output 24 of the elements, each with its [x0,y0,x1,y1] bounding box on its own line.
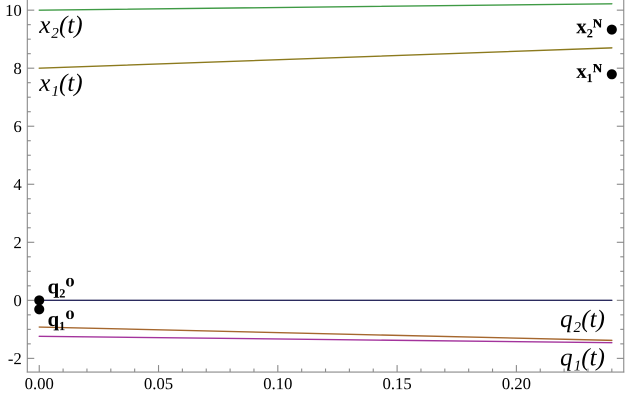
data-label: q₂⁰ [48,278,74,298]
y-tick-label: 6 [14,120,22,132]
y-tick-label: 4 [14,179,22,190]
y-tick-label: -2 [8,353,21,364]
y-tick-label: 8 [14,62,22,74]
data-label: x₁ᴺ [576,64,602,82]
x-tick-label: 0.20 [502,378,530,390]
point [606,69,617,80]
series-label: q₂(t) [560,310,604,332]
y-tick-label: 10 [6,4,22,16]
y-tick-label: 0 [14,295,22,306]
data-label: x₂ᴺ [576,19,602,38]
series-label: x₁(t) [38,74,82,96]
x-tick-label: 0.05 [144,378,172,390]
y-tick-label: 2 [14,237,21,248]
series-label: q₁(t) [560,348,604,371]
data-label: q₁⁰ [48,310,74,330]
x-tick-label: 0.10 [264,378,292,390]
point [34,304,44,314]
point [34,295,44,306]
x-tick-label: 0.15 [383,378,412,390]
x-tick-label: 0.00 [25,378,54,390]
series-label: x₂(t) [38,15,82,38]
point [606,24,617,35]
